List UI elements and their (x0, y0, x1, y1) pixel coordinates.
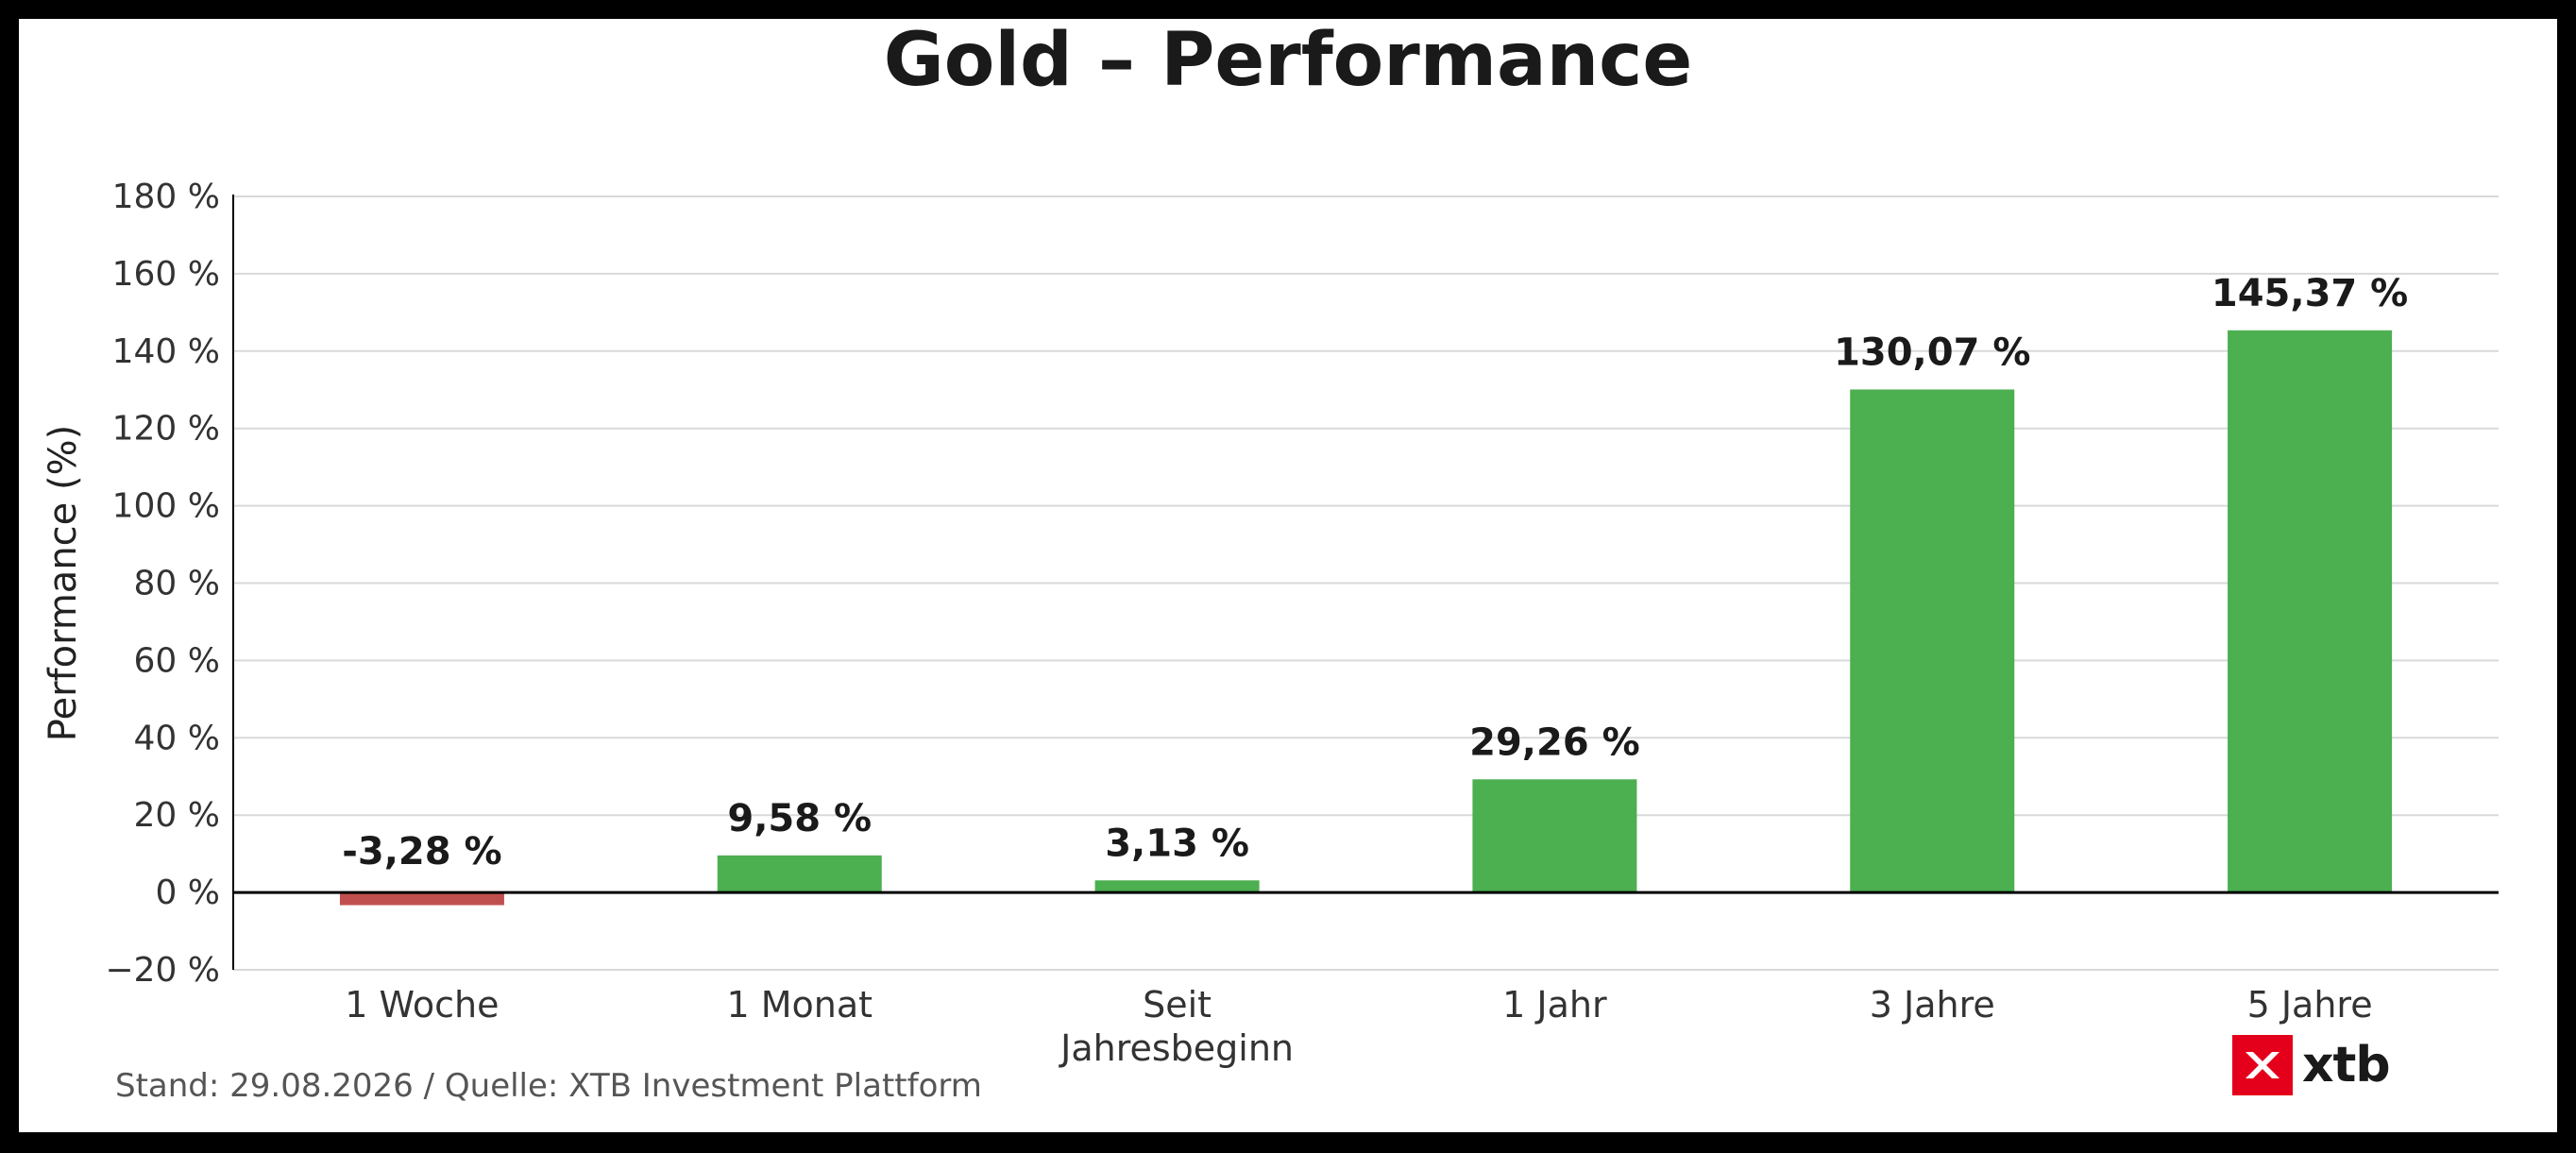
chart-frame: Gold – Performance −20 % 0 % 20 % 40 % 60 % 80… (19, 19, 2557, 1132)
bar (2228, 330, 2393, 893)
xtb-logo: xtb (2232, 1035, 2391, 1095)
y-tick-label: 180 % (112, 178, 220, 216)
source-note: Stand: 29.08.2026 / Quelle: XTB Investme… (115, 1067, 982, 1105)
y-tick-label: 100 % (112, 487, 220, 526)
x-tick-label: Seit (1143, 984, 1212, 1026)
xtb-wordmark: xtb (2302, 1037, 2391, 1094)
xtb-logo-icon (2232, 1035, 2293, 1095)
bar (1472, 779, 1637, 893)
x-tick-label: 1 Jahr (1502, 984, 1607, 1026)
x-tick-label: 1 Woche (345, 984, 499, 1026)
bar (339, 892, 504, 906)
data-label: -3,28 % (342, 830, 501, 873)
y-tick-label: 80 % (134, 565, 220, 603)
y-tick-label: 140 % (112, 332, 220, 371)
x-tick-label: 1 Monat (726, 984, 873, 1026)
x-tick-label: 3 Jahre (1870, 984, 1995, 1026)
chart-title: Gold – Performance (884, 19, 1693, 103)
bar (717, 855, 882, 893)
y-tick-label: 0 % (155, 873, 220, 912)
data-label: 145,37 % (2212, 272, 2408, 315)
x-tick-label: 5 Jahre (2247, 984, 2373, 1026)
bar (1094, 880, 1260, 893)
y-tick-label: 40 % (134, 719, 220, 757)
y-tick-label: 120 % (112, 410, 220, 449)
data-label: 130,07 % (1834, 331, 2030, 374)
y-axis-label: Performance (%) (42, 425, 85, 741)
data-label: 29,26 % (1469, 721, 1640, 764)
y-tick-label: 60 % (134, 641, 220, 680)
data-label: 3,13 % (1105, 822, 1249, 865)
performance-chart: Gold – Performance −20 % 0 % 20 % 40 % 60 % 80… (42, 19, 2499, 1069)
y-tick-label: 20 % (134, 796, 220, 835)
x-tick-label: Jahresbeginn (1059, 1027, 1294, 1069)
y-tick-label: 160 % (112, 255, 220, 294)
data-label: 9,58 % (727, 797, 872, 840)
y-tick-label: −20 % (105, 951, 220, 990)
bar (1850, 389, 2015, 893)
